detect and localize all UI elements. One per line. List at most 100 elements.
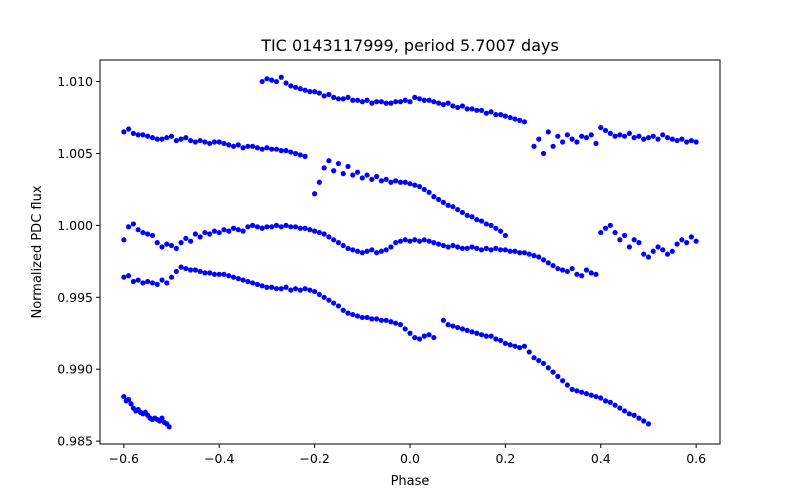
data-point (593, 393, 599, 400)
data-point (216, 139, 222, 145)
data-point (278, 224, 284, 230)
data-point (245, 224, 251, 230)
data-point (469, 329, 475, 335)
data-point (617, 132, 623, 138)
x-tick-label: 0.6 (686, 451, 706, 466)
data-point (202, 229, 208, 236)
data-point (240, 228, 246, 234)
data-point (502, 247, 508, 253)
data-point (593, 140, 599, 147)
data-point (579, 273, 585, 279)
data-point (192, 139, 198, 145)
data-point (302, 87, 308, 93)
data-point (140, 280, 146, 286)
chart-title: TIC 0143117999, period 5.7007 days (260, 36, 559, 55)
data-point (226, 142, 232, 148)
data-point (130, 130, 136, 136)
data-point (173, 268, 179, 275)
data-point (154, 136, 160, 142)
data-point (416, 96, 423, 102)
data-point (149, 280, 156, 286)
data-point (560, 267, 566, 273)
data-point (617, 237, 623, 243)
data-point (354, 169, 361, 175)
data-point (517, 250, 523, 256)
data-point (488, 247, 494, 253)
data-point (412, 334, 418, 341)
data-point (412, 182, 418, 188)
data-point (536, 136, 542, 142)
data-point (622, 133, 628, 139)
data-point (312, 89, 318, 95)
data-point (459, 209, 466, 216)
data-point (254, 281, 260, 287)
data-point (540, 150, 547, 157)
data-point (593, 271, 599, 277)
data-point (574, 388, 580, 394)
data-point (579, 133, 585, 139)
data-point (483, 221, 489, 227)
data-point (407, 238, 413, 244)
data-point (259, 78, 265, 85)
x-tick-label: 0.2 (495, 451, 515, 466)
data-point (493, 225, 499, 231)
data-point (464, 212, 470, 218)
data-point (645, 421, 652, 427)
data-point (364, 172, 370, 178)
plot-frame (99, 59, 721, 445)
data-point (564, 382, 570, 388)
data-point (402, 237, 408, 243)
data-point (350, 172, 356, 178)
data-point (331, 168, 337, 174)
data-point (502, 340, 508, 346)
data-point (354, 313, 361, 319)
data-point (374, 173, 380, 180)
data-point (488, 333, 494, 339)
data-point (230, 143, 237, 149)
data-point (455, 324, 461, 331)
data-point (393, 240, 399, 246)
data-point (321, 294, 327, 300)
data-point (521, 250, 528, 256)
data-point (197, 234, 203, 240)
data-point (641, 136, 647, 142)
data-point (393, 178, 399, 184)
data-point (664, 135, 671, 141)
data-point (488, 109, 494, 115)
data-point (431, 194, 437, 200)
data-point (297, 287, 303, 293)
data-point (507, 248, 513, 254)
data-point (312, 228, 318, 234)
data-point (560, 378, 566, 384)
data-point (183, 235, 189, 241)
data-point (297, 225, 303, 231)
data-point (555, 373, 561, 379)
data-point (135, 277, 141, 283)
data-point (188, 238, 194, 244)
data-point (483, 245, 489, 251)
data-point (416, 336, 423, 342)
data-point (450, 103, 456, 109)
data-point (636, 240, 642, 246)
y-tick-label: 0.985 (57, 434, 93, 449)
data-point (545, 260, 551, 266)
data-point (602, 127, 609, 134)
data-point (507, 342, 513, 348)
data-point (211, 139, 218, 145)
data-point (331, 94, 337, 100)
data-point (350, 247, 356, 253)
data-point (383, 247, 389, 253)
data-point (512, 116, 518, 122)
data-point (145, 278, 151, 285)
data-point (526, 349, 532, 355)
data-point (397, 179, 404, 185)
data-point (388, 319, 394, 325)
data-point (128, 401, 134, 407)
data-point (250, 222, 256, 228)
data-point (278, 74, 284, 80)
data-point (426, 238, 432, 244)
data-point (221, 140, 227, 147)
data-point (235, 142, 241, 148)
data-point (183, 265, 189, 272)
